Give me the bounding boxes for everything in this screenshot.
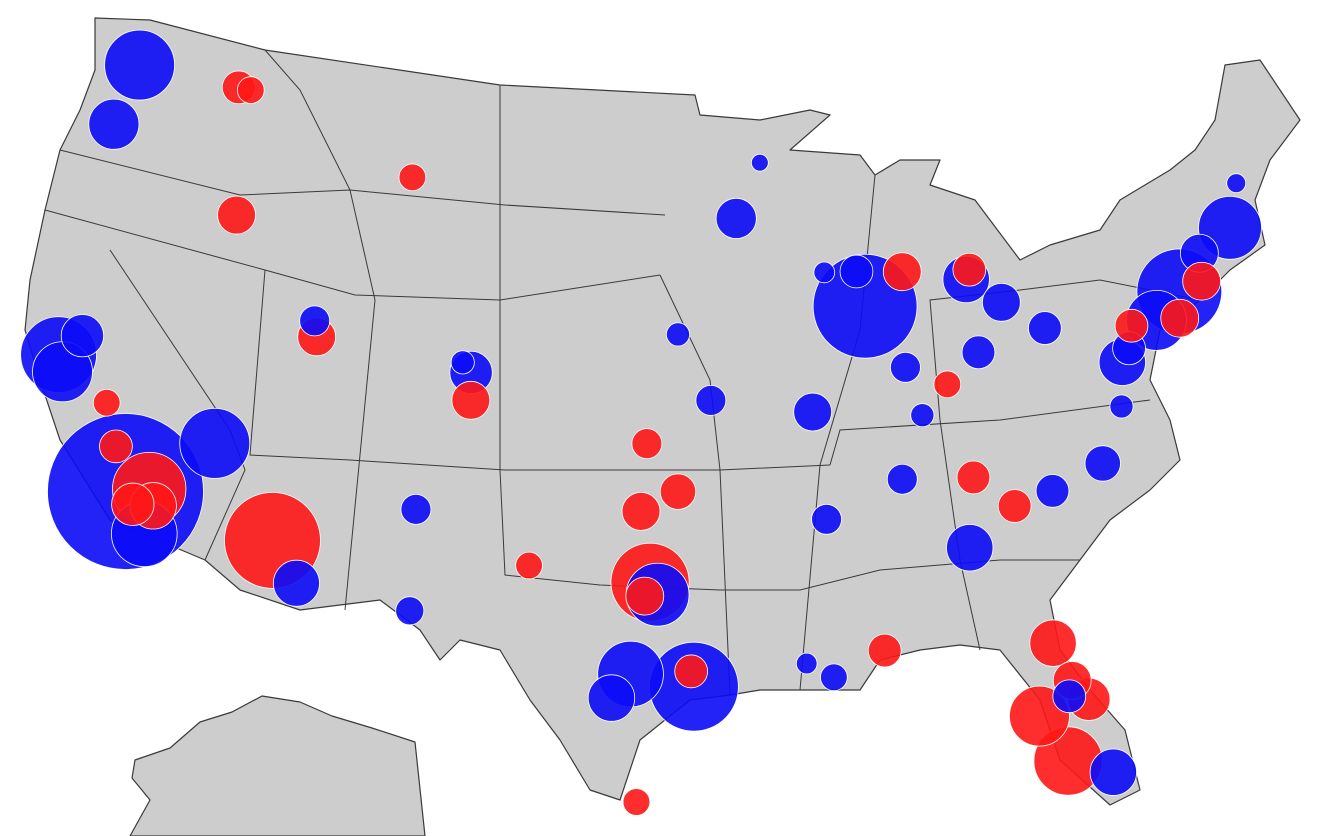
county-bubble [1052, 679, 1087, 714]
bubble-layer [20, 29, 1262, 816]
county-bubble [515, 551, 543, 580]
county-bubble [750, 153, 769, 172]
county-bubble [1035, 474, 1070, 508]
county-bubble [946, 524, 994, 572]
county-bubble [1109, 394, 1134, 419]
county-bubble [910, 403, 935, 428]
county-bubble [890, 351, 921, 383]
county-bubble [674, 654, 708, 689]
county-bubble [622, 788, 651, 816]
county-bubble [1114, 308, 1149, 343]
county-bubble [820, 663, 848, 692]
county-bubble [982, 282, 1021, 322]
county-bubble [839, 254, 874, 289]
county-bubble [1028, 311, 1062, 345]
county-bubble [665, 322, 691, 347]
county-bubble [882, 252, 922, 292]
county-bubble [621, 491, 661, 531]
state-border [44, 209, 661, 301]
state-border [799, 174, 876, 691]
county-bubble [1089, 748, 1137, 796]
county-bubble [956, 460, 991, 495]
county-bubble [217, 195, 256, 235]
county-bubble [813, 261, 836, 284]
county-bubble [104, 29, 175, 101]
county-bubble [886, 463, 918, 495]
county-bubble [695, 385, 727, 416]
county-bubble [111, 482, 155, 526]
county-bubble [997, 489, 1032, 523]
county-bubble [587, 674, 636, 722]
county-bubble [625, 576, 665, 616]
county-bubble [1029, 619, 1077, 667]
county-bubble [811, 503, 842, 535]
county-bubble [795, 652, 818, 675]
county-bubble [1160, 298, 1200, 338]
county-bubble [99, 429, 133, 464]
county-bubble [933, 370, 962, 399]
county-bubble [179, 407, 251, 479]
county-bubble [1226, 173, 1247, 194]
county-bubble [92, 388, 121, 417]
county-bubble [659, 473, 697, 510]
county-bubble [793, 392, 833, 432]
state-border [264, 49, 376, 611]
county-bubble [400, 493, 432, 525]
county-bubble [1084, 445, 1121, 482]
county-bubble [952, 252, 987, 287]
county-bubble [60, 314, 105, 358]
county-bubble [631, 428, 663, 460]
county-bubble [1182, 261, 1222, 301]
county-bubble [451, 380, 491, 420]
alaska-land [129, 695, 426, 836]
state-border [720, 559, 1080, 591]
county-bubble [299, 305, 331, 337]
county-bubble [272, 559, 320, 607]
county-bubble [961, 335, 996, 370]
county-bubble [867, 633, 902, 668]
county-bubble [398, 163, 427, 192]
state-border [249, 269, 831, 471]
county-bubble [715, 197, 757, 239]
county-bubble [395, 596, 425, 626]
county-bubble [88, 98, 140, 150]
county-bubble [450, 350, 475, 375]
county-bubble [236, 76, 265, 104]
